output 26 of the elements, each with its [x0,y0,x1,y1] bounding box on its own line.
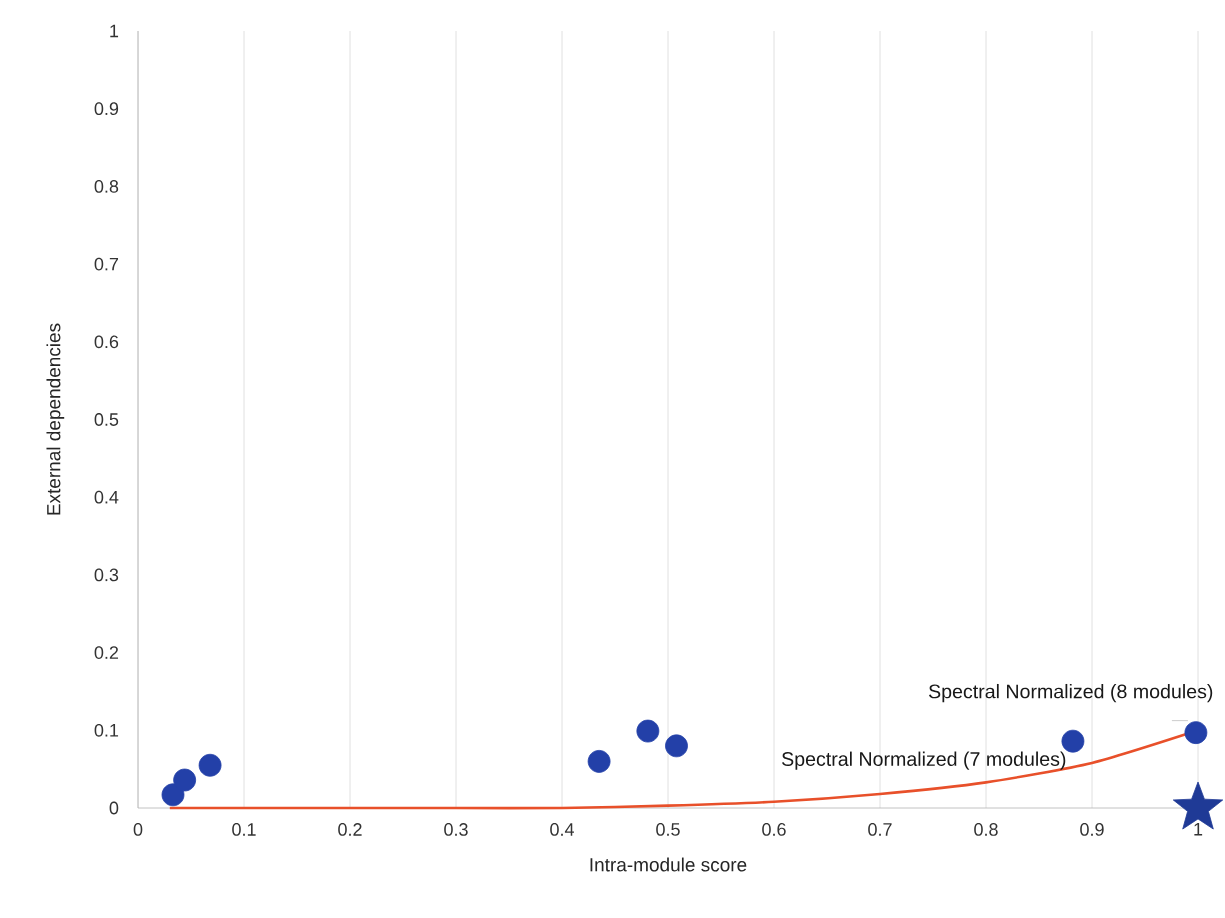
y-tick-label: 0.2 [94,646,119,659]
x-tick-label: 1 [1194,823,1203,836]
x-tick-label: 0.2 [338,823,362,836]
y-tick-label: 0.3 [94,568,119,582]
y-axis-title: External dependencies [46,323,65,515]
y-tick-label: 0.4 [94,490,119,504]
x-axis-title: Intra-module score [590,857,747,872]
x-tick-label: 0.9 [1080,823,1104,836]
x-tick-label: 0.6 [762,823,786,836]
x-tick-label: 0 [133,823,143,836]
x-tick-label: 0.8 [974,823,998,836]
y-tick-label: 0.1 [94,723,119,737]
x-tick-label: 0.1 [232,823,256,836]
y-tick-label: 0.8 [94,180,119,193]
y-tick-label: 0.7 [94,257,119,271]
y-tick-label: 0.6 [94,335,119,349]
y-tick-label: 0 [109,801,119,815]
x-tick-label: 0.7 [868,823,892,836]
y-tick-label: 1 [110,24,119,38]
x-tick-label: 0.5 [656,823,680,836]
y-tick-label: 0.9 [94,102,119,116]
x-tick-label: 0.3 [444,823,468,836]
y-tick-label: 0.5 [94,413,119,426]
x-tick-label: 0.4 [550,823,574,836]
annotation: Spectral Normalized (7 modules) [782,751,1066,770]
annotation: Spectral Normalized (8 modules) [928,683,1213,703]
